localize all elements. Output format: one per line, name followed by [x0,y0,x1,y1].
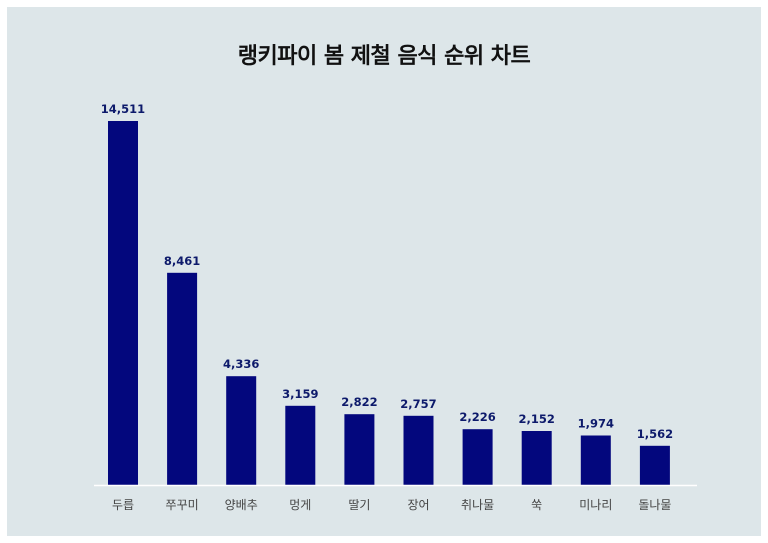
x-tick-label-7: 취나물 [461,498,494,512]
bar-5 [344,414,375,485]
x-tick-label-1: 두릅 [112,498,134,512]
bar-2 [167,272,198,485]
value-label-4: 3,159 [282,387,318,401]
bar-7 [462,429,493,485]
value-label-3: 4,336 [223,357,259,371]
x-tick-label-6: 장어 [407,498,429,512]
x-tick-label-2: 쭈꾸미 [166,498,199,512]
value-label-10: 1,562 [637,427,673,441]
value-label-5: 2,822 [341,395,377,409]
bar-3 [226,376,257,485]
value-label-2: 8,461 [164,254,200,268]
chart-title: 랭키파이 봄 제철 음식 순위 차트 [237,44,531,69]
x-tick-label-9: 미나리 [579,498,612,512]
bar-9 [580,435,611,485]
bar-4 [285,405,316,485]
x-tick-label-5: 딸기 [348,498,370,512]
bar-8 [521,431,552,485]
bar-6 [403,415,434,485]
x-tick-label-4: 멍게 [289,498,311,512]
bar-1 [108,121,138,485]
bar-10 [639,445,670,485]
value-label-6: 2,757 [400,397,436,411]
x-tick-label-8: 쑥 [531,498,542,512]
x-tick-label-10: 돌나물 [638,498,671,512]
value-label-9: 1,974 [578,417,614,431]
x-tick-label-3: 양배추 [225,498,258,512]
value-label-7: 2,226 [459,410,495,424]
value-label-8: 2,152 [519,412,555,426]
value-label-1: 14,511 [101,102,145,116]
